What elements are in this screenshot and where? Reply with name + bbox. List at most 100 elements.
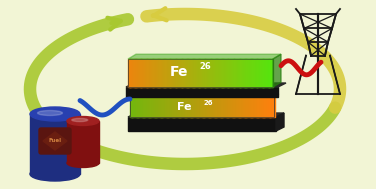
Bar bbox=[148, 97, 150, 117]
Bar bbox=[165, 59, 167, 87]
Bar bbox=[184, 97, 186, 117]
Bar bbox=[255, 97, 256, 117]
Bar bbox=[139, 59, 141, 87]
Bar bbox=[269, 59, 271, 87]
Bar bbox=[239, 97, 241, 117]
Bar bbox=[262, 59, 264, 87]
Bar bbox=[273, 97, 274, 117]
Bar bbox=[250, 59, 252, 87]
Bar bbox=[226, 59, 227, 87]
Bar bbox=[246, 97, 248, 117]
Bar bbox=[188, 97, 189, 117]
Bar bbox=[225, 59, 226, 87]
Bar bbox=[207, 97, 209, 117]
Bar bbox=[175, 59, 177, 87]
Bar bbox=[259, 59, 260, 87]
Polygon shape bbox=[273, 54, 281, 87]
Bar bbox=[185, 59, 186, 87]
Bar bbox=[203, 59, 205, 87]
Bar bbox=[252, 59, 254, 87]
Bar bbox=[220, 97, 222, 117]
Bar bbox=[180, 59, 182, 87]
Bar bbox=[238, 59, 240, 87]
Bar bbox=[174, 59, 176, 87]
Bar bbox=[197, 97, 199, 117]
Bar bbox=[178, 97, 180, 117]
Bar bbox=[250, 97, 252, 117]
Bar bbox=[144, 97, 146, 117]
Bar bbox=[245, 97, 247, 117]
Bar bbox=[268, 97, 270, 117]
Bar bbox=[144, 59, 146, 87]
Bar bbox=[198, 59, 200, 87]
Bar bbox=[257, 59, 259, 87]
Bar bbox=[215, 97, 217, 117]
Bar bbox=[154, 97, 156, 117]
Bar bbox=[130, 97, 274, 117]
Bar bbox=[245, 59, 247, 87]
Bar bbox=[161, 97, 163, 117]
Bar bbox=[208, 59, 209, 87]
Bar bbox=[140, 59, 142, 87]
Bar bbox=[230, 97, 231, 117]
Polygon shape bbox=[126, 83, 286, 87]
Bar bbox=[240, 59, 242, 87]
Bar bbox=[221, 59, 223, 87]
Bar bbox=[164, 97, 165, 117]
Bar bbox=[248, 97, 249, 117]
Polygon shape bbox=[128, 113, 284, 117]
Bar bbox=[67, 121, 99, 163]
Bar bbox=[269, 97, 271, 117]
Bar bbox=[220, 59, 221, 87]
Bar bbox=[188, 59, 190, 87]
Text: Fuel: Fuel bbox=[49, 139, 62, 143]
Bar bbox=[159, 59, 161, 87]
Bar bbox=[211, 59, 213, 87]
Bar bbox=[164, 59, 166, 87]
Bar bbox=[131, 97, 133, 117]
Text: 26: 26 bbox=[203, 100, 212, 106]
Bar bbox=[268, 59, 270, 87]
Bar bbox=[261, 59, 262, 87]
Ellipse shape bbox=[30, 167, 80, 181]
Bar bbox=[190, 59, 191, 87]
Bar bbox=[242, 59, 243, 87]
Bar bbox=[163, 59, 165, 87]
Bar bbox=[271, 59, 272, 87]
Bar bbox=[270, 97, 272, 117]
Bar bbox=[156, 59, 158, 87]
Bar bbox=[194, 59, 196, 87]
Bar bbox=[213, 97, 214, 117]
Ellipse shape bbox=[67, 117, 99, 125]
Bar bbox=[205, 59, 207, 87]
Bar bbox=[249, 59, 250, 87]
Bar bbox=[192, 59, 194, 87]
Bar bbox=[210, 59, 212, 87]
Bar bbox=[142, 97, 144, 117]
Bar bbox=[267, 97, 268, 117]
Bar bbox=[225, 97, 226, 117]
Bar bbox=[126, 87, 278, 97]
Bar bbox=[147, 59, 149, 87]
Bar bbox=[146, 97, 147, 117]
Bar bbox=[159, 97, 161, 117]
Bar bbox=[153, 59, 155, 87]
Bar bbox=[136, 59, 138, 87]
Bar bbox=[199, 59, 201, 87]
Bar bbox=[231, 59, 232, 87]
Bar bbox=[136, 97, 138, 117]
Bar bbox=[261, 97, 262, 117]
Bar bbox=[232, 59, 233, 87]
Bar bbox=[141, 59, 143, 87]
Bar bbox=[130, 97, 132, 117]
Bar bbox=[151, 59, 153, 87]
Bar bbox=[176, 97, 177, 117]
Bar bbox=[150, 59, 152, 87]
Bar bbox=[272, 59, 273, 87]
Bar bbox=[149, 59, 150, 87]
Bar bbox=[158, 97, 159, 117]
Text: Fe: Fe bbox=[177, 102, 192, 112]
Bar bbox=[177, 59, 179, 87]
Bar bbox=[183, 97, 185, 117]
Bar bbox=[30, 114, 80, 174]
